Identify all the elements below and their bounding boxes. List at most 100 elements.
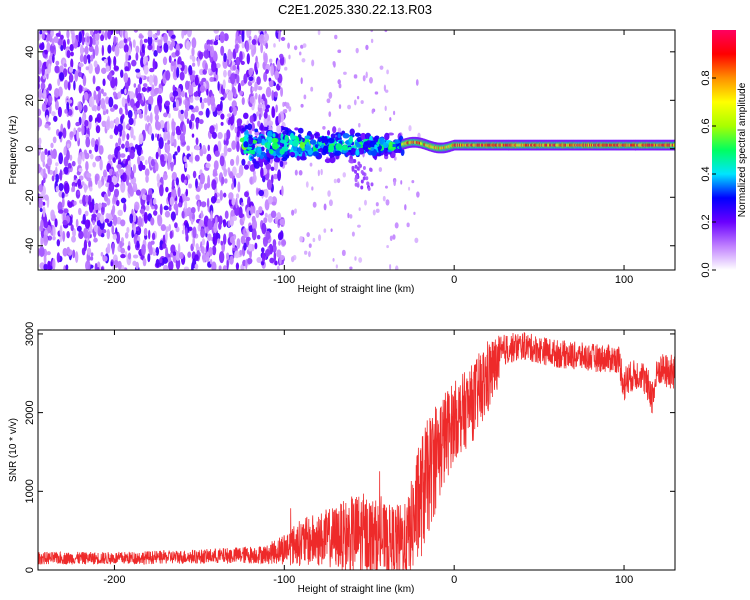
- spectrogram-cell: [208, 247, 213, 257]
- spectrogram-cell: [184, 80, 190, 91]
- spectrogram-cell: [84, 210, 89, 217]
- snr-frame: [37, 329, 676, 571]
- spectrogram-cell: [163, 112, 168, 118]
- spectrogram-cell: [195, 243, 199, 250]
- spectrogram-cell: [394, 222, 399, 229]
- spectrogram-cell: [142, 83, 148, 88]
- spectrogram-cell: [257, 146, 262, 155]
- spectrogram-cell: [335, 264, 338, 269]
- spectrogram-cell: [251, 38, 257, 46]
- spectrogram-cell: [84, 45, 89, 55]
- spectrogram-cell: [113, 65, 119, 71]
- spectrogram-cell: [360, 100, 364, 104]
- spectrogram-cell: [212, 168, 218, 177]
- spectrogram-cell: [167, 161, 171, 170]
- spectrogram-cell: [53, 115, 58, 122]
- spectrogram-cell: [107, 55, 111, 66]
- spectrogram-cell: [194, 263, 199, 270]
- spectrogram-cell: [66, 231, 70, 239]
- spectrogram-cell: [104, 30, 108, 41]
- spectrogram-cell: [408, 125, 412, 132]
- spectrogram-cell: [226, 113, 232, 118]
- spectrogram-cell: [68, 168, 72, 173]
- spectrogram-cell: [207, 233, 212, 242]
- spectrogram-cell: [249, 96, 255, 104]
- spectrogram-cell: [273, 159, 279, 171]
- spectrogram-cell: [146, 194, 150, 202]
- spectrogram-cell: [77, 71, 83, 78]
- spectrogram-cell: [260, 122, 264, 131]
- spectrogram-cell: [66, 38, 70, 45]
- spectrogram-cell: [125, 164, 132, 176]
- spectrogram-cell: [232, 64, 237, 71]
- spectrogram-cell: [341, 144, 348, 151]
- spectrogram-cell: [127, 94, 130, 104]
- spectrogram-cell: [263, 217, 268, 224]
- spectrogram-cell: [320, 168, 323, 176]
- spectrogram-cell: [56, 252, 61, 263]
- spectrogram-cell: [95, 116, 101, 122]
- spectrogram-cell: [70, 51, 74, 57]
- spectrogram-cell: [125, 124, 130, 130]
- spectrogram-cell: [92, 34, 96, 46]
- spectrogram-cell: [59, 225, 63, 237]
- spectrogram-cell: [241, 158, 246, 166]
- spectrogram-cell: [223, 69, 227, 78]
- spectrogram-cell: [109, 107, 115, 112]
- spectrogram-cell: [235, 193, 240, 199]
- spectrogram-cell: [144, 168, 150, 177]
- spectrogram-cell: [145, 204, 150, 212]
- spectrogram-cell: [154, 162, 159, 172]
- spectrogram-cell: [206, 153, 212, 162]
- spectrogram-cell: [79, 44, 84, 56]
- spectrogram-cell: [38, 196, 43, 202]
- spectrogram-cell: [48, 83, 52, 91]
- spectrogram-cell: [133, 117, 136, 127]
- spectrogram-cell: [165, 186, 169, 193]
- spectrogram-cell: [133, 212, 137, 223]
- spectrogram-cell: [38, 163, 41, 174]
- spectrogram-cell: [129, 149, 135, 160]
- spectrogram-cell: [139, 155, 145, 162]
- spectrogram-cell: [151, 42, 155, 52]
- spectrogram-cell: [356, 166, 360, 171]
- spectrogram-cell: [151, 205, 155, 210]
- spectrogram-cell: [232, 106, 238, 116]
- spectrogram-cell: [160, 224, 166, 232]
- spectrogram-cell: [226, 129, 231, 140]
- spectrogram-cell: [373, 137, 378, 142]
- spectrogram-cell: [58, 132, 62, 140]
- spectrogram-cell: [73, 127, 77, 136]
- spectrogram-cell: [59, 34, 64, 40]
- spectrogram-cell: [234, 250, 240, 259]
- spectrogram-cell: [354, 178, 358, 183]
- spectrogram-cell: [312, 151, 320, 157]
- spectrogram-cell: [77, 178, 82, 187]
- spectrogram-cell: [135, 261, 140, 270]
- spectrogram-cell: [165, 226, 170, 232]
- spectrogram-cell: [334, 34, 338, 40]
- spectrogram-cell: [120, 219, 126, 227]
- spectrogram-cell: [213, 222, 218, 234]
- spectrogram-cell: [166, 120, 170, 133]
- spectrogram-cell: [365, 71, 368, 79]
- spectrogram-cell: [62, 247, 68, 257]
- spectrogram-cell: [117, 260, 122, 270]
- spectrogram-cell: [191, 133, 195, 138]
- spectrogram-cell: [98, 30, 102, 34]
- spectrogram-cell: [156, 173, 160, 183]
- spectrogram-cell: [135, 226, 140, 232]
- spectrogram-cell: [229, 255, 234, 265]
- spectrogram-cell: [231, 182, 235, 190]
- spectrogram-cell: [246, 257, 253, 265]
- spectrogram-cell: [55, 185, 60, 193]
- spectrogram-cell: [261, 222, 267, 235]
- spectrogram-cell: [326, 129, 331, 136]
- spectrogram-cell: [256, 234, 261, 240]
- spectrogram-cell: [351, 231, 355, 237]
- spectrogram-cell: [190, 113, 195, 122]
- spectrogram-cell: [73, 174, 77, 181]
- spectrogram-cell: [246, 53, 251, 65]
- spectrogram-cell: [300, 77, 303, 85]
- spectrogram-cell: [239, 249, 243, 256]
